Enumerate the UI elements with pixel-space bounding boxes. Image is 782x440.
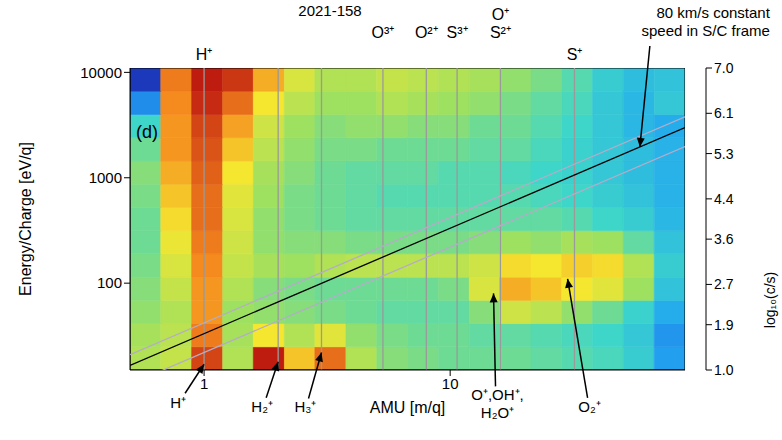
svg-text:100: 100 xyxy=(97,274,122,291)
svg-text:speed in S/C frame: speed in S/C frame xyxy=(641,22,769,39)
svg-text:6.1: 6.1 xyxy=(714,105,734,121)
svg-text:O²⁺: O²⁺ xyxy=(415,24,438,41)
svg-text:O₂⁺: O₂⁺ xyxy=(578,398,601,415)
svg-text:7.0: 7.0 xyxy=(714,60,734,76)
svg-text:H⁺: H⁺ xyxy=(196,46,213,63)
svg-text:O⁺,OH⁺,: O⁺,OH⁺, xyxy=(471,386,524,403)
svg-text:H₂⁺: H₂⁺ xyxy=(251,398,273,415)
svg-text:10: 10 xyxy=(442,375,459,392)
html-text:2021-158: 2021-158 xyxy=(298,2,362,19)
html-text:Energy/Charge [eV/q]: Energy/Charge [eV/q] xyxy=(17,142,34,296)
svg-text:S³⁺: S³⁺ xyxy=(447,24,468,41)
svg-text:1: 1 xyxy=(200,375,208,392)
svg-text:80 km/s constant: 80 km/s constant xyxy=(656,4,770,21)
html-text:(d): (d) xyxy=(136,122,158,142)
svg-text:1.9: 1.9 xyxy=(714,317,734,333)
svg-text:H₃⁺: H₃⁺ xyxy=(295,398,317,415)
svg-text:5.3: 5.3 xyxy=(714,146,734,162)
svg-text:H⁺: H⁺ xyxy=(170,394,186,411)
svg-text:1.0: 1.0 xyxy=(714,362,734,378)
svg-text:AMU [m/q]: AMU [m/q] xyxy=(370,399,446,416)
svg-text:S⁺: S⁺ xyxy=(567,46,583,63)
svg-text:3.6: 3.6 xyxy=(714,231,734,247)
html-text:log₁₀(c/s): log₁₀(c/s) xyxy=(762,271,778,329)
svg-text:O⁺: O⁺ xyxy=(492,6,509,23)
svg-text:S²⁺: S²⁺ xyxy=(490,24,511,41)
svg-text:O³⁺: O³⁺ xyxy=(372,24,395,41)
svg-text:10000: 10000 xyxy=(80,64,122,81)
svg-text:1000: 1000 xyxy=(89,169,122,186)
svg-text:4.4: 4.4 xyxy=(714,191,734,207)
svg-text:2.7: 2.7 xyxy=(714,276,734,292)
svg-text:H₂O⁺: H₂O⁺ xyxy=(481,404,514,421)
